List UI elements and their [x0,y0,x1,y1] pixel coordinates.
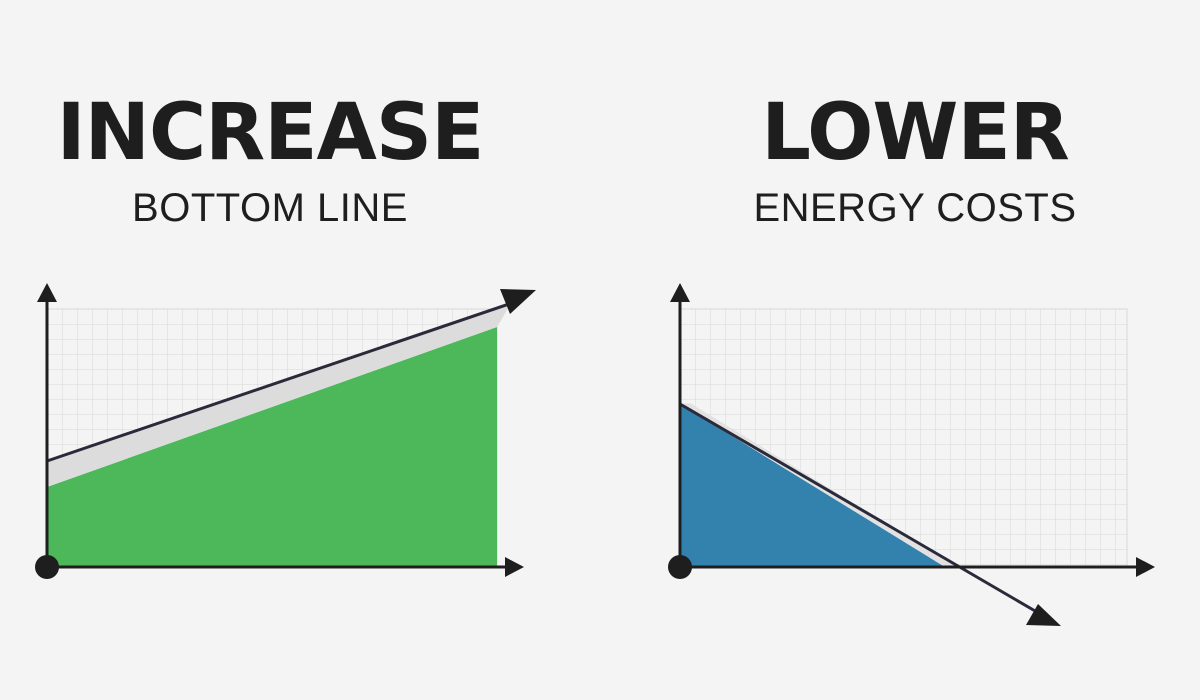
left-headline: INCREASE [56,88,485,178]
left-origin-dot [35,555,59,579]
left-heading: INCREASE BOTTOM LINE [30,94,510,230]
right-trend-arrowhead [1026,604,1061,626]
right-origin-dot [668,555,692,579]
left-trend-line [46,301,513,463]
left-fill-area [47,327,497,567]
right-trend-line [679,402,1043,617]
right-y-arrowhead [670,283,690,302]
left-graph [35,283,536,579]
left-y-arrowhead [37,283,57,302]
left-subheadline: BOTTOM LINE [132,186,408,230]
right-x-arrowhead [1136,557,1155,577]
right-graph [668,283,1155,626]
right-headline: LOWER [761,88,1070,178]
right-subheadline: ENERGY COSTS [753,186,1077,230]
left-shadow-band [47,305,510,487]
left-x-arrowhead [505,557,524,577]
left-trend-arrowhead [500,289,536,314]
right-heading: LOWER ENERGY COSTS [680,94,1150,230]
